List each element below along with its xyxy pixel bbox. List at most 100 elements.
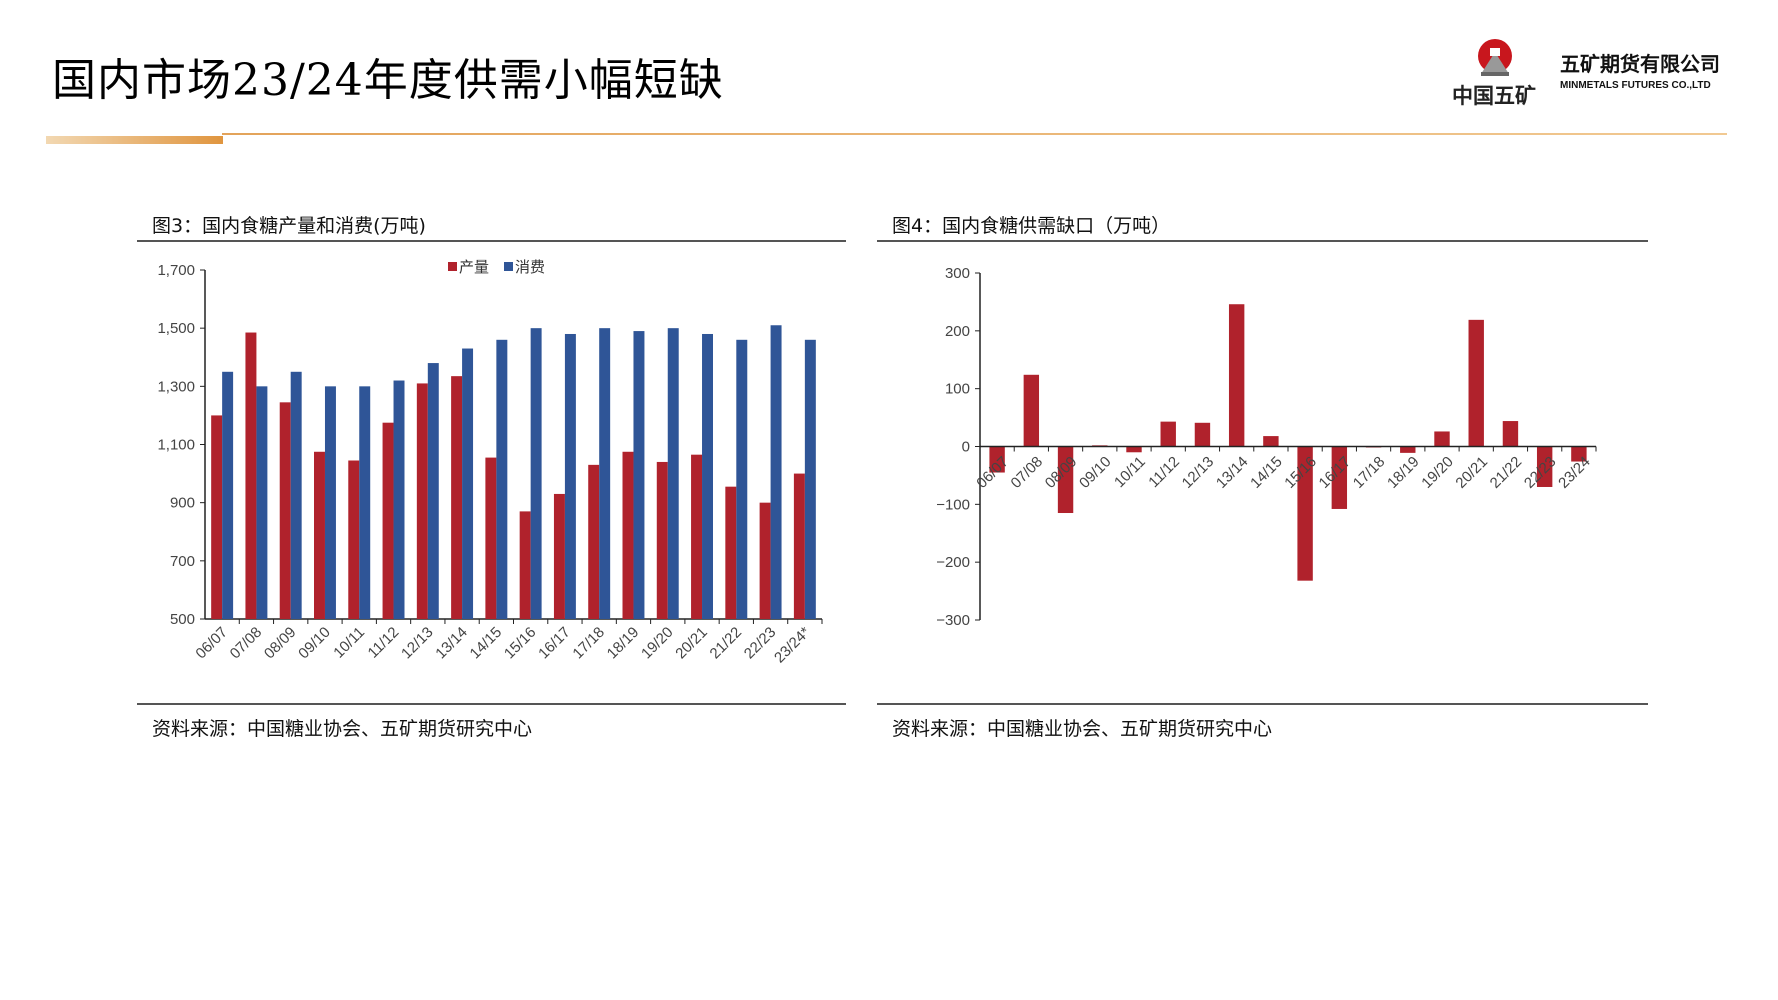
company-name-cn: 五矿期货有限公司 bbox=[1560, 52, 1720, 76]
y-tick-label: −100 bbox=[936, 496, 970, 513]
x-tick-label: 20/21 bbox=[672, 624, 711, 663]
bar-production-18/19 bbox=[622, 451, 634, 619]
legend-swatch-consumption bbox=[504, 262, 513, 271]
x-tick-label: 21/22 bbox=[1487, 453, 1526, 492]
bar-gap-11/12 bbox=[1160, 421, 1176, 447]
bar-consumption-11/12 bbox=[393, 380, 405, 619]
company-name-en: MINMETALS FUTURES CO.,LTD bbox=[1560, 80, 1711, 91]
bar-consumption-18/19 bbox=[633, 331, 645, 619]
figure4-bottom-rule bbox=[877, 703, 1648, 705]
bar-gap-21/22 bbox=[1502, 421, 1519, 447]
x-tick-label: 10/11 bbox=[330, 624, 368, 662]
bar-gap-14/15 bbox=[1263, 436, 1279, 447]
x-tick-label: 06/07 bbox=[192, 624, 231, 663]
x-tick-label: 15/16 bbox=[501, 624, 540, 663]
x-tick-label: 19/20 bbox=[1418, 453, 1457, 492]
bar-production-21/22 bbox=[725, 486, 737, 619]
bar-production-19/20 bbox=[656, 461, 668, 619]
bar-consumption-12/13 bbox=[427, 363, 439, 619]
y-tick-label: 700 bbox=[170, 553, 195, 570]
bar-production-16/17 bbox=[553, 493, 565, 619]
bar-consumption-16/17 bbox=[564, 333, 576, 619]
bar-consumption-22/23 bbox=[770, 325, 782, 619]
y-tick-label: 200 bbox=[945, 323, 970, 340]
legend-swatch-production bbox=[448, 262, 457, 271]
bar-production-13/14 bbox=[451, 376, 463, 619]
figure3-top-rule bbox=[137, 240, 846, 242]
bar-consumption-14/15 bbox=[496, 339, 508, 619]
legend-label-production: 产量 bbox=[459, 259, 489, 276]
bar-gap-23/24 bbox=[1571, 446, 1587, 462]
y-tick-label: 0 bbox=[962, 439, 970, 456]
x-tick-label: 17/18 bbox=[569, 624, 608, 663]
header-accent-bar bbox=[46, 136, 223, 144]
bar-production-10/11 bbox=[348, 460, 360, 619]
x-tick-label: 18/19 bbox=[1384, 453, 1423, 492]
x-tick-label: 14/15 bbox=[1247, 453, 1286, 492]
y-tick-label: −200 bbox=[936, 554, 970, 571]
x-tick-label: 10/11 bbox=[1111, 453, 1149, 491]
x-tick-label: 07/08 bbox=[227, 624, 266, 663]
y-tick-label: 1,100 bbox=[157, 437, 195, 454]
x-tick-label: 09/10 bbox=[1076, 453, 1115, 492]
bar-production-23/24* bbox=[793, 473, 805, 619]
bar-production-06/07 bbox=[211, 415, 223, 619]
bar-gap-10/11 bbox=[1126, 446, 1142, 453]
y-tick-label: 1,300 bbox=[157, 378, 195, 395]
bar-consumption-15/16 bbox=[530, 328, 542, 619]
bar-gap-22/23 bbox=[1536, 446, 1553, 487]
bar-consumption-10/11 bbox=[359, 386, 371, 619]
y-tick-label: −300 bbox=[936, 612, 970, 629]
bar-consumption-06/07 bbox=[222, 371, 234, 619]
x-tick-label: 20/21 bbox=[1452, 453, 1491, 492]
figure4-source: 资料来源：中国糖业协会、五矿期货研究中心 bbox=[892, 718, 1273, 740]
page-title: 国内市场23/24年度供需小幅短缺 bbox=[52, 55, 724, 106]
y-tick-label: 900 bbox=[170, 495, 195, 512]
x-tick-label: 07/08 bbox=[1008, 453, 1047, 492]
x-tick-label: 11/12 bbox=[1145, 453, 1183, 491]
bar-production-08/09 bbox=[279, 402, 291, 619]
x-tick-label: 16/17 bbox=[535, 624, 574, 663]
y-tick-label: 500 bbox=[170, 611, 195, 628]
bar-production-07/08 bbox=[245, 332, 257, 619]
x-tick-label: 12/13 bbox=[398, 624, 437, 663]
bar-consumption-21/22 bbox=[736, 339, 748, 619]
bar-production-09/10 bbox=[314, 451, 325, 619]
bar-consumption-08/09 bbox=[290, 371, 302, 619]
x-tick-label: 09/10 bbox=[295, 624, 334, 663]
x-tick-label: 13/14 bbox=[1213, 453, 1252, 492]
x-tick-label: 21/22 bbox=[707, 624, 746, 663]
bar-production-17/18 bbox=[588, 464, 600, 619]
figure4-top-rule bbox=[877, 240, 1648, 242]
bar-gap-08/09 bbox=[1057, 446, 1074, 514]
bar-gap-07/08 bbox=[1023, 374, 1040, 447]
bar-gap-06/07 bbox=[989, 446, 1005, 473]
x-tick-label: 12/13 bbox=[1179, 453, 1218, 492]
bar-consumption-23/24* bbox=[804, 339, 816, 619]
bar-production-22/23 bbox=[759, 502, 771, 619]
x-tick-label: 13/14 bbox=[432, 624, 471, 663]
bar-gap-13/14 bbox=[1228, 304, 1245, 447]
minmetals-logo-icon bbox=[1478, 39, 1512, 76]
x-tick-label: 11/12 bbox=[365, 624, 403, 662]
y-tick-label: 100 bbox=[945, 381, 970, 398]
bar-production-11/12 bbox=[382, 422, 394, 619]
legend-label-consumption: 消费 bbox=[515, 259, 545, 276]
bar-production-12/13 bbox=[416, 383, 428, 619]
bar-gap-19/20 bbox=[1434, 431, 1450, 447]
figure4-caption: 图4：国内食糖供需缺口（万吨） bbox=[892, 215, 1171, 237]
bar-production-20/21 bbox=[691, 454, 703, 619]
x-tick-label: 23/24* bbox=[771, 624, 814, 667]
logo-text: 中国五矿 bbox=[1452, 84, 1536, 108]
bar-gap-15/16 bbox=[1297, 446, 1313, 581]
bar-gap-18/19 bbox=[1400, 446, 1416, 453]
bar-consumption-09/10 bbox=[324, 386, 336, 619]
figure3-bottom-rule bbox=[137, 703, 846, 705]
bar-gap-12/13 bbox=[1194, 422, 1211, 447]
y-tick-label: 1,500 bbox=[157, 320, 195, 337]
bar-consumption-13/14 bbox=[462, 348, 474, 619]
figure3-source: 资料来源：中国糖业协会、五矿期货研究中心 bbox=[152, 718, 533, 740]
bar-consumption-07/08 bbox=[256, 386, 268, 619]
x-tick-label: 19/20 bbox=[638, 624, 677, 663]
